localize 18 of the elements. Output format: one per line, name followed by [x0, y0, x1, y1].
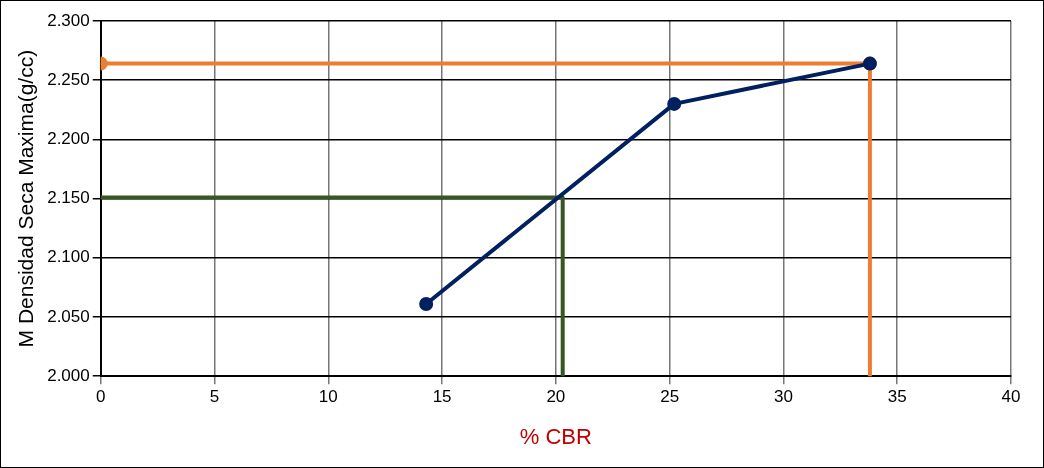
x-tick-label: 20 [546, 387, 566, 407]
y-tick-label: 2.300 [47, 10, 90, 30]
y-tick-label: 2.000 [47, 365, 90, 385]
x-tick-label: 35 [887, 387, 907, 407]
y-axis-title: M Densidad Seca Maxima(g/cc) [14, 49, 38, 348]
x-tick-label: 5 [209, 387, 220, 407]
x-tick-label: 15 [432, 387, 452, 407]
x-axis-title: % CBR [519, 423, 592, 449]
y-tick-label: 2.150 [47, 188, 90, 208]
y-tick-label: 2.050 [47, 306, 90, 326]
x-tick-label: 30 [773, 387, 793, 407]
x-tick-label: 0 [96, 387, 106, 407]
x-tick-label: 40 [1001, 387, 1021, 407]
y-tick-label: 2.250 [47, 69, 90, 89]
y-tick-label: 2.100 [47, 247, 90, 267]
x-tick-label: 25 [660, 387, 680, 407]
x-tick-label: 10 [318, 387, 338, 407]
y-tick-label: 2.200 [47, 129, 90, 149]
